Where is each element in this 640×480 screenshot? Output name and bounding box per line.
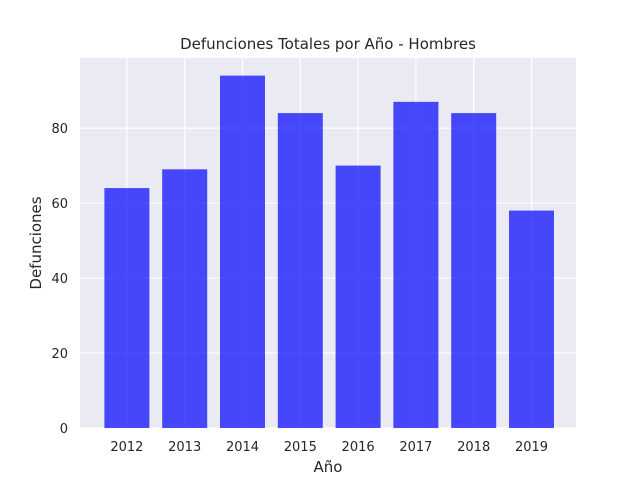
x-tick-label: 2018 [457, 440, 490, 455]
bar-2019 [509, 210, 554, 428]
bar-2017 [393, 101, 439, 429]
bar-2018 [451, 113, 497, 428]
y-tick-label: 80 [51, 122, 68, 137]
x-tick-label: 2013 [168, 440, 201, 455]
plot-background [80, 58, 576, 428]
bar-2013 [162, 169, 208, 428]
x-ticks: 2012 2013 2014 2015 2016 2017 2018 2019 [110, 440, 548, 455]
bar-2014 [220, 75, 265, 428]
y-tick-label: 20 [51, 347, 68, 362]
x-tick-label: 2012 [110, 440, 143, 455]
y-tick-label: 40 [51, 272, 68, 287]
chart-title: Defunciones Totales por Año - Hombres [180, 35, 476, 53]
y-tick-label: 60 [51, 197, 68, 212]
x-tick-label: 2017 [399, 440, 432, 455]
x-tick-label: 2014 [226, 440, 259, 455]
y-ticks: 0 20 40 60 80 [51, 122, 68, 437]
bars-layer [104, 75, 554, 429]
x-tick-label: 2016 [342, 440, 375, 455]
y-tick-label: 0 [60, 422, 68, 437]
y-axis-label: Defunciones [27, 196, 45, 289]
bar-2012 [104, 188, 150, 428]
x-tick-label: 2019 [515, 440, 548, 455]
x-axis-label: Año [314, 458, 343, 476]
bar-2016 [335, 165, 381, 428]
bar-2015 [277, 113, 323, 428]
x-tick-label: 2015 [284, 440, 317, 455]
